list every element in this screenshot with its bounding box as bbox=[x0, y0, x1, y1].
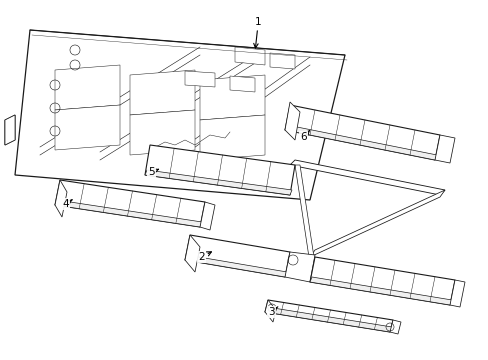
Polygon shape bbox=[264, 300, 392, 332]
Polygon shape bbox=[285, 125, 436, 160]
Polygon shape bbox=[55, 65, 120, 110]
Polygon shape bbox=[145, 145, 294, 195]
Polygon shape bbox=[235, 47, 264, 65]
Polygon shape bbox=[184, 255, 286, 277]
Polygon shape bbox=[309, 190, 444, 257]
Text: 2: 2 bbox=[198, 252, 211, 262]
Polygon shape bbox=[5, 115, 15, 145]
Polygon shape bbox=[130, 70, 195, 115]
Polygon shape bbox=[389, 320, 400, 334]
Polygon shape bbox=[285, 252, 314, 282]
Polygon shape bbox=[130, 110, 195, 155]
Polygon shape bbox=[264, 307, 391, 332]
Polygon shape bbox=[264, 300, 275, 322]
Polygon shape bbox=[55, 200, 202, 227]
Polygon shape bbox=[5, 115, 15, 145]
Polygon shape bbox=[15, 30, 345, 200]
Polygon shape bbox=[269, 53, 294, 69]
Polygon shape bbox=[434, 135, 454, 163]
Polygon shape bbox=[200, 75, 264, 120]
Polygon shape bbox=[200, 202, 215, 230]
Text: 6: 6 bbox=[299, 130, 309, 142]
Polygon shape bbox=[289, 160, 444, 195]
Polygon shape bbox=[200, 115, 264, 160]
Polygon shape bbox=[55, 180, 67, 217]
Text: 5: 5 bbox=[148, 167, 158, 177]
Polygon shape bbox=[294, 165, 316, 277]
Polygon shape bbox=[145, 170, 291, 195]
Polygon shape bbox=[309, 257, 454, 305]
Polygon shape bbox=[309, 277, 451, 305]
Polygon shape bbox=[449, 280, 464, 307]
Polygon shape bbox=[184, 71, 215, 87]
Polygon shape bbox=[229, 76, 254, 92]
Text: 3: 3 bbox=[267, 307, 277, 317]
Polygon shape bbox=[184, 235, 200, 272]
Polygon shape bbox=[55, 180, 204, 227]
Text: 4: 4 bbox=[62, 199, 72, 209]
Polygon shape bbox=[184, 235, 289, 277]
Text: 1: 1 bbox=[253, 17, 261, 48]
Polygon shape bbox=[5, 115, 15, 145]
Polygon shape bbox=[285, 105, 439, 160]
Polygon shape bbox=[285, 102, 299, 140]
Polygon shape bbox=[55, 105, 120, 150]
